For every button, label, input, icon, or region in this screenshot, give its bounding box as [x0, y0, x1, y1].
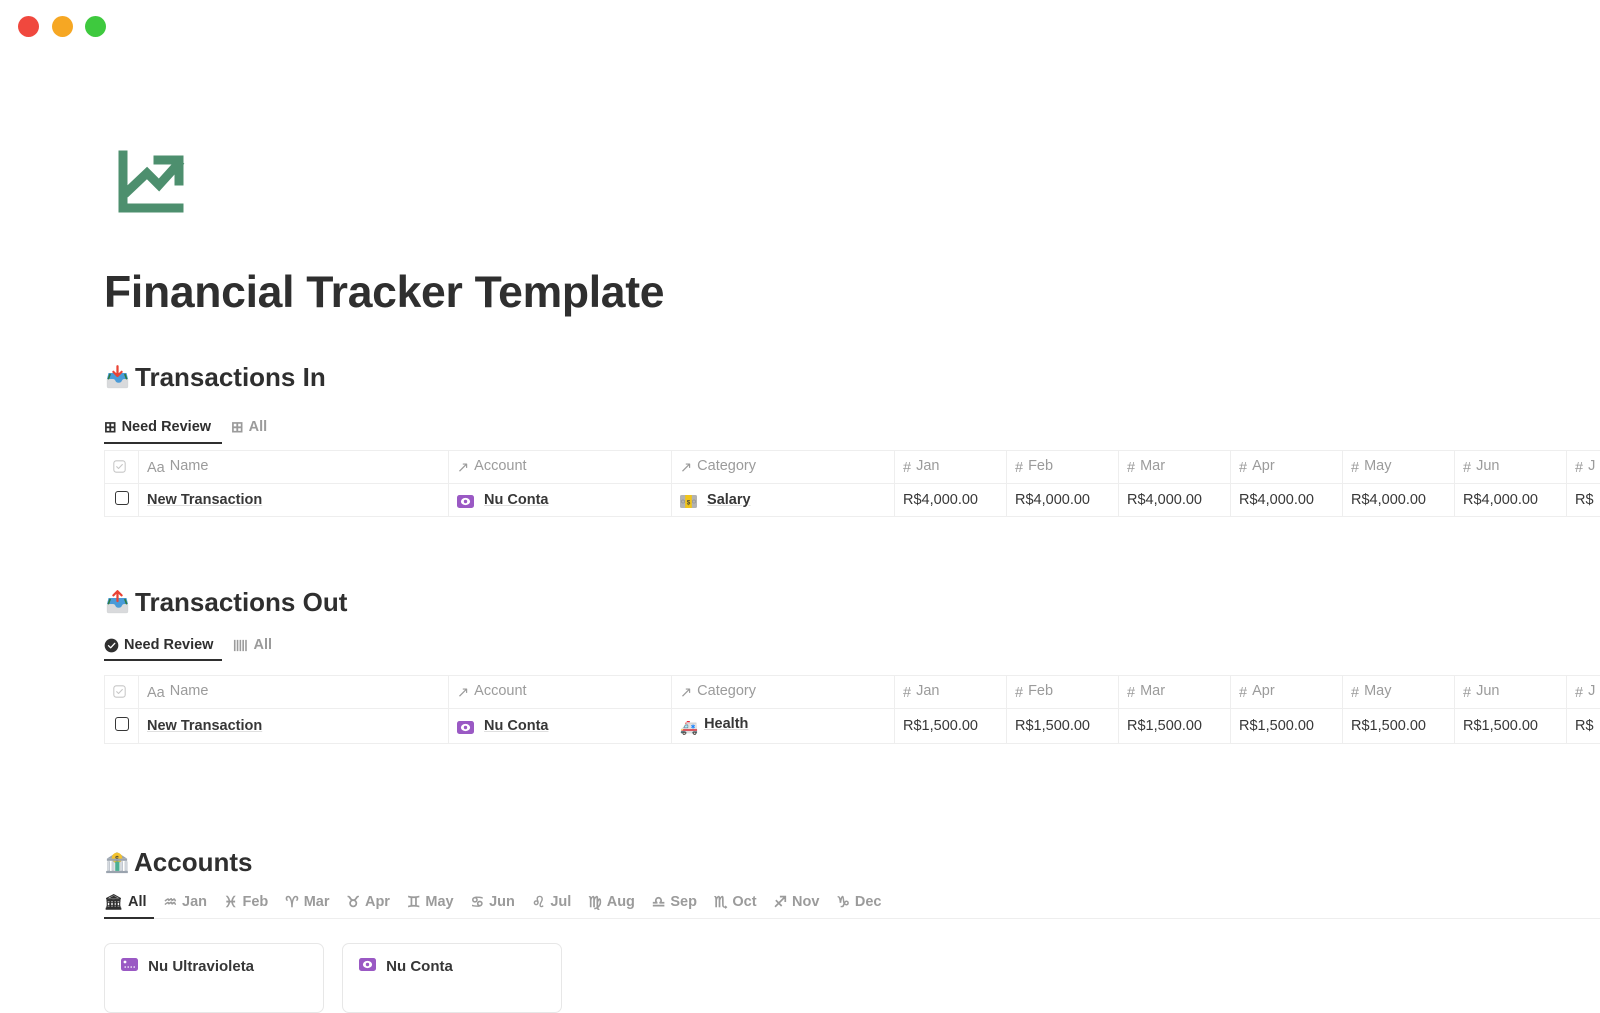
svg-text:$: $: [687, 499, 691, 506]
